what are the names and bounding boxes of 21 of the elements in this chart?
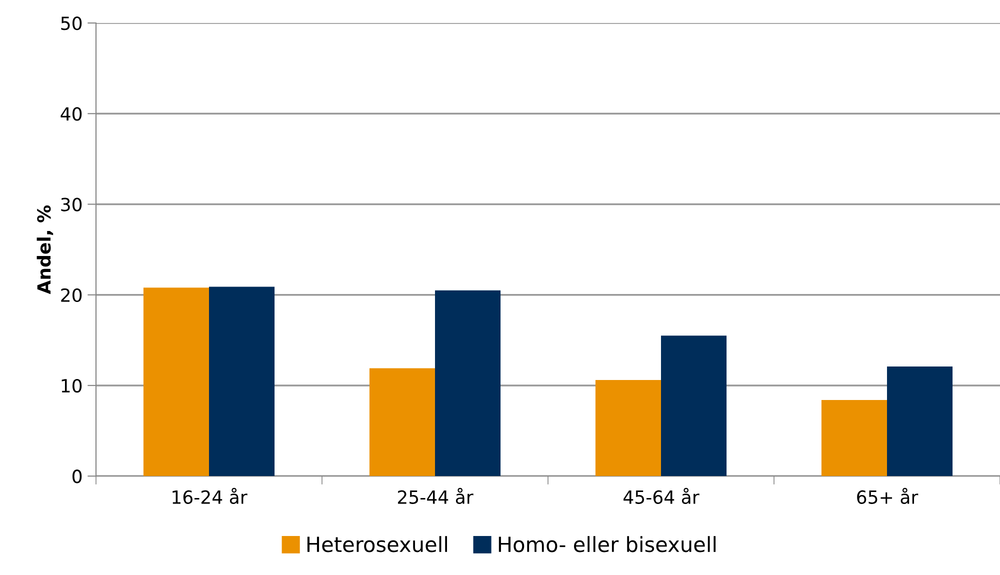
bar [369,368,435,476]
x-tick-label: 16-24 år [172,488,248,504]
bar [595,380,661,476]
legend-label: Homo- eller bisexuell [498,536,716,552]
bar [435,290,501,476]
y-tick-label: 40 [60,107,82,121]
y-tick-label: 0 [72,470,82,484]
x-tick-label: 65+ år [857,488,918,504]
y-tick-label: 20 [61,288,82,302]
x-tick-label: 45-64 år [624,488,700,504]
bar [661,336,727,476]
bar [143,288,209,476]
y-tick-label: 10 [62,378,82,393]
bar [821,400,887,476]
legend-label: Heterosexuell [307,536,447,552]
y-tick-label: 30 [61,198,82,212]
x-tick-label: 25-44 år [398,488,474,504]
bar [209,286,275,476]
y-tick-label: 50 [61,16,82,30]
bar [887,366,953,476]
y-axis-title: Andel, % [36,205,54,294]
